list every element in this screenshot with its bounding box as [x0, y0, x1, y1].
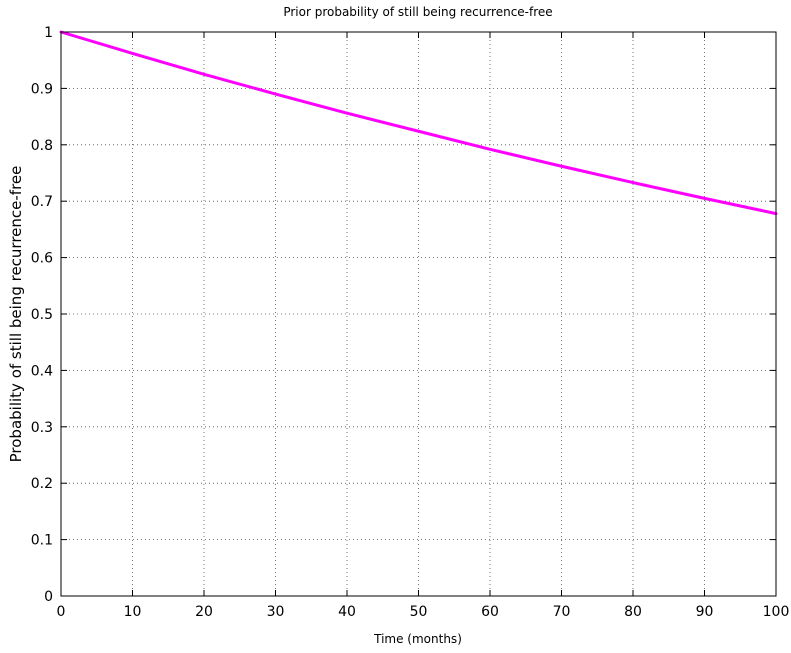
- y-tick-label: 0.4: [31, 363, 53, 379]
- series-line: [59, 30, 778, 216]
- y-tick-label: 0.6: [31, 251, 53, 267]
- x-tick-label: 100: [763, 604, 790, 620]
- x-tick-label: 60: [481, 604, 499, 620]
- ticks: 0 10 20 30 40 50 60 70 80 90 100 0 0.1 0.2 0.3 0.4 0.5 0.…: [31, 25, 790, 620]
- y-tick-label: 0: [44, 589, 53, 605]
- y-axis-label: Probability of still being recurrence-fr…: [7, 166, 25, 463]
- y-tick-label: 0.8: [31, 138, 53, 154]
- grid: [61, 32, 776, 596]
- x-tick-label: 10: [124, 604, 142, 620]
- y-tick-label: 0.5: [31, 307, 53, 323]
- y-tick-label: 0.1: [31, 533, 53, 549]
- y-tick-label: 1: [44, 25, 53, 41]
- x-tick-label: 70: [553, 604, 571, 620]
- x-axis-label: Time (months): [373, 632, 462, 646]
- y-tick-label: 0.3: [31, 420, 53, 436]
- chart-title: Prior probability of still being recurre…: [283, 5, 552, 19]
- y-tick-label: 0.7: [31, 194, 53, 210]
- x-tick-label: 0: [57, 604, 66, 620]
- y-tick-label: 0.9: [31, 81, 53, 97]
- x-tick-label: 50: [410, 604, 428, 620]
- x-tick-label: 30: [267, 604, 285, 620]
- y-tick-label: 0.2: [31, 476, 53, 492]
- x-tick-label: 90: [696, 604, 714, 620]
- x-tick-label: 40: [338, 604, 356, 620]
- series-layer: [59, 30, 778, 216]
- x-tick-label: 20: [195, 604, 213, 620]
- x-tick-label: 80: [624, 604, 642, 620]
